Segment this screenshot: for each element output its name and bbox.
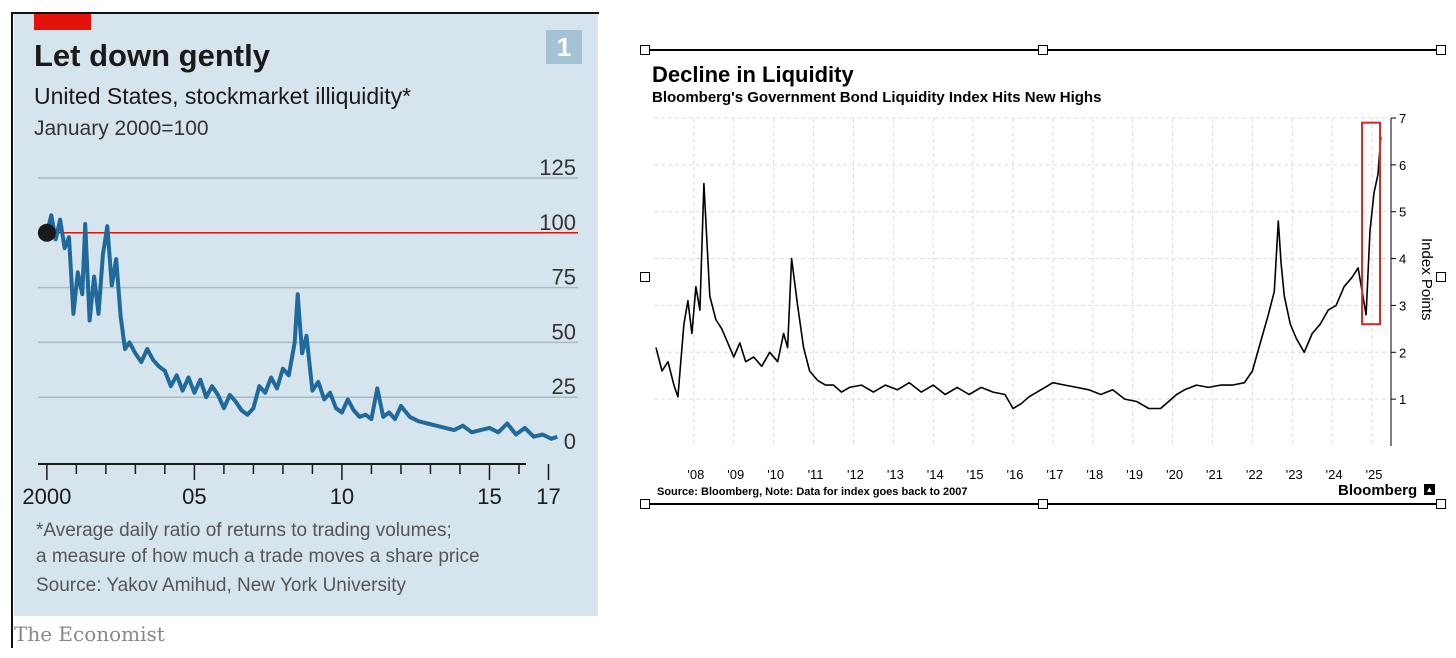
- bb-x-tick-label: '20: [1166, 467, 1183, 482]
- resize-handle-top-right[interactable]: [1436, 45, 1446, 55]
- bb-x-tick-label: '18: [1086, 467, 1103, 482]
- bloomberg-gridlines: [654, 117, 1388, 446]
- resize-handle-top-center[interactable]: [1038, 45, 1048, 55]
- bb-y-tick-label: 1: [1399, 392, 1406, 407]
- economist-x-axis: 2000 05 10 15 17: [22, 463, 561, 509]
- the-economist-logo: The Economist: [14, 622, 165, 646]
- econ-y-tick-label: 25: [552, 374, 576, 399]
- chart-frame-top-rule: [13, 12, 599, 14]
- econ-x-tick-label: 17: [536, 484, 560, 509]
- economist-red-tag: [34, 14, 91, 30]
- economist-unit-label: January 2000=100: [34, 117, 209, 140]
- footnote-line-2: a measure of how much a trade moves a sh…: [36, 546, 480, 567]
- bb-y-tick-label: 7: [1399, 111, 1406, 126]
- econ-x-tick-label: 15: [477, 484, 501, 509]
- bb-y-tick-label: 5: [1399, 205, 1406, 220]
- bloomberg-logo: Bloomberg: [1338, 482, 1418, 499]
- economist-y-tick-labels: 0 25 50 75 100 125: [539, 155, 576, 454]
- bb-x-tick-label: '24: [1326, 467, 1343, 482]
- liquidity-index-series-line: [655, 136, 1382, 410]
- bb-x-tick-label: '19: [1126, 467, 1143, 482]
- bb-x-tick-label: '14: [927, 467, 944, 482]
- econ-y-tick-label: 0: [564, 429, 576, 454]
- resize-handle-top-left[interactable]: [640, 45, 650, 55]
- bloomberg-line-chart: 1 2 3 4 5 6 7 '08 '09 '10 '11 '12 '13 '14 '15 '16 '17 '1…: [654, 111, 1435, 482]
- resize-handle-bottom-right[interactable]: [1436, 499, 1446, 509]
- bb-y-tick-label: 3: [1399, 298, 1406, 313]
- bb-x-tick-label: '12: [847, 467, 864, 482]
- bb-x-tick-label: '09: [727, 467, 744, 482]
- econ-y-tick-label: 75: [552, 265, 576, 290]
- bb-x-tick-label: '11: [808, 467, 824, 482]
- bloomberg-chart-title: Decline in Liquidity: [652, 62, 854, 87]
- bloomberg-x-tick-labels: '08 '09 '10 '11 '12 '13 '14 '15 '16 '17 '18 '19 '20 '…: [687, 467, 1382, 482]
- bb-x-tick-label: '25: [1366, 467, 1383, 482]
- bb-x-tick-label: '15: [967, 467, 984, 482]
- resize-handle-middle-right[interactable]: [1436, 272, 1446, 282]
- recent-highs-highlight-box: [1361, 121, 1382, 326]
- resize-handle-bottom-left[interactable]: [640, 499, 650, 509]
- econ-x-tick-label: 10: [330, 484, 354, 509]
- bb-x-tick-label: '08: [687, 467, 704, 482]
- econ-y-tick-label: 50: [552, 319, 576, 344]
- start-point-marker: [37, 223, 56, 242]
- chart-number-badge: 1: [546, 30, 582, 64]
- bb-y-tick-label: 2: [1399, 345, 1406, 360]
- bb-x-tick-label: '13: [887, 467, 904, 482]
- economist-chart-panel: [14, 12, 598, 616]
- economist-source: Source: Yakov Amihud, New York Universit…: [36, 575, 406, 596]
- footnote-line-1: *Average daily ratio of returns to tradi…: [36, 520, 452, 541]
- econ-y-tick-label: 125: [539, 155, 576, 180]
- bloomberg-y-tick-labels: 1 2 3 4 5 6 7: [1391, 111, 1406, 407]
- resize-handle-bottom-center[interactable]: [1038, 499, 1048, 509]
- resize-handle-middle-left[interactable]: [640, 272, 650, 282]
- bloomberg-logo-icon: ▲: [1424, 484, 1435, 495]
- bb-x-tick-label: '21: [1206, 467, 1223, 482]
- chart-frame-left-rule: [11, 12, 13, 648]
- economist-chart-title: Let down gently: [34, 38, 270, 73]
- economist-line-chart: 0 25 50 75 100 125 2000 05 10 15 17: [22, 155, 578, 509]
- bloomberg-y-axis-label: Index Points: [1418, 238, 1435, 321]
- econ-x-tick-label: 2000: [22, 484, 71, 509]
- bb-x-tick-label: '22: [1246, 467, 1263, 482]
- bb-y-tick-label: 6: [1399, 158, 1406, 173]
- econ-x-tick-label: 05: [182, 484, 206, 509]
- bb-x-tick-label: '10: [767, 467, 784, 482]
- econ-y-tick-label: 100: [539, 210, 576, 235]
- bb-y-tick-label: 4: [1399, 252, 1406, 267]
- bb-x-tick-label: '16: [1007, 467, 1024, 482]
- economist-chart-subtitle: United States, stockmarket illiquidity*: [34, 83, 412, 109]
- bb-x-tick-label: '17: [1046, 467, 1063, 482]
- illiquidity-series-line: [44, 213, 558, 441]
- bloomberg-chart-subtitle: Bloomberg's Government Bond Liquidity In…: [652, 89, 1102, 106]
- bb-x-tick-label: '23: [1286, 467, 1303, 482]
- bloomberg-source-note: Source: Bloomberg, Note: Data for index …: [657, 486, 968, 498]
